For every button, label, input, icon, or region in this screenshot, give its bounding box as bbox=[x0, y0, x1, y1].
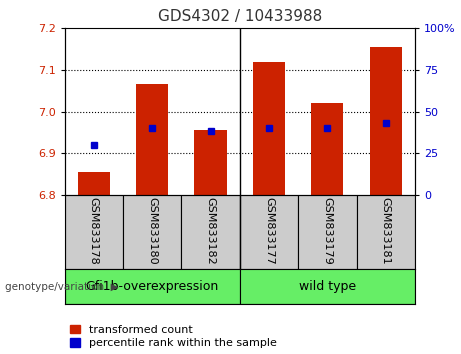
Bar bbox=[65, 269, 240, 304]
Bar bbox=[370, 47, 402, 195]
Title: GDS4302 / 10433988: GDS4302 / 10433988 bbox=[158, 9, 322, 24]
Text: genotype/variation  ▶: genotype/variation ▶ bbox=[5, 282, 118, 292]
Text: GSM833179: GSM833179 bbox=[322, 197, 332, 265]
Text: GSM833181: GSM833181 bbox=[381, 197, 391, 264]
Text: Gfi1b-overexpression: Gfi1b-overexpression bbox=[85, 280, 219, 293]
Text: GSM833177: GSM833177 bbox=[264, 197, 274, 265]
Text: GSM833178: GSM833178 bbox=[89, 197, 99, 265]
Bar bbox=[181, 195, 240, 269]
Text: GSM833180: GSM833180 bbox=[147, 197, 157, 264]
Bar bbox=[77, 172, 110, 195]
Bar bbox=[356, 195, 415, 269]
Legend: transformed count, percentile rank within the sample: transformed count, percentile rank withi… bbox=[70, 325, 277, 348]
Bar bbox=[240, 269, 415, 304]
Bar bbox=[65, 195, 123, 269]
Bar bbox=[123, 195, 181, 269]
Bar bbox=[253, 62, 285, 195]
Text: wild type: wild type bbox=[299, 280, 356, 293]
Bar bbox=[195, 130, 226, 195]
Bar bbox=[240, 195, 298, 269]
Text: GSM833182: GSM833182 bbox=[206, 197, 216, 265]
Bar bbox=[298, 195, 356, 269]
Bar bbox=[136, 85, 168, 195]
Bar bbox=[311, 103, 343, 195]
